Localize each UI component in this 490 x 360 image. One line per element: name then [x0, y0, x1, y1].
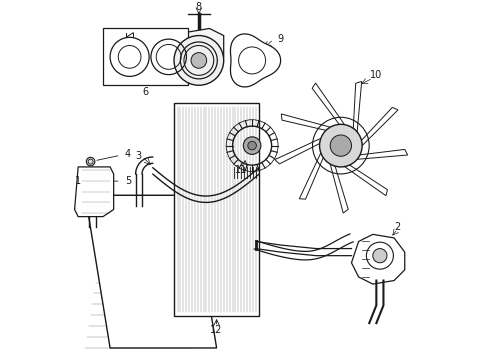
- Text: 3: 3: [135, 151, 142, 161]
- Polygon shape: [299, 153, 323, 199]
- Polygon shape: [353, 81, 362, 132]
- Polygon shape: [281, 114, 330, 130]
- Circle shape: [193, 54, 205, 67]
- Text: 6: 6: [143, 87, 148, 97]
- Circle shape: [86, 157, 95, 166]
- Polygon shape: [230, 34, 281, 87]
- Polygon shape: [344, 165, 388, 196]
- Polygon shape: [275, 138, 321, 164]
- Text: 11: 11: [235, 166, 247, 175]
- Circle shape: [319, 124, 362, 167]
- Polygon shape: [312, 83, 344, 125]
- Polygon shape: [74, 167, 114, 217]
- Text: 5: 5: [125, 176, 131, 186]
- Polygon shape: [85, 195, 217, 348]
- Bar: [103, 28, 188, 85]
- Polygon shape: [357, 149, 408, 159]
- Text: 2: 2: [394, 222, 401, 232]
- Text: 10: 10: [370, 69, 383, 80]
- Text: 4: 4: [125, 149, 131, 159]
- Text: 9: 9: [277, 34, 284, 44]
- Circle shape: [244, 137, 261, 154]
- Circle shape: [174, 36, 224, 85]
- Polygon shape: [351, 234, 405, 284]
- Circle shape: [248, 141, 256, 150]
- Circle shape: [373, 248, 387, 263]
- Text: 12: 12: [210, 325, 223, 335]
- Circle shape: [191, 53, 207, 68]
- Text: 1: 1: [75, 176, 81, 186]
- Polygon shape: [362, 107, 398, 145]
- Polygon shape: [330, 164, 348, 213]
- Polygon shape: [174, 28, 224, 82]
- Text: 8: 8: [196, 2, 202, 12]
- Polygon shape: [174, 103, 259, 316]
- Circle shape: [330, 135, 351, 156]
